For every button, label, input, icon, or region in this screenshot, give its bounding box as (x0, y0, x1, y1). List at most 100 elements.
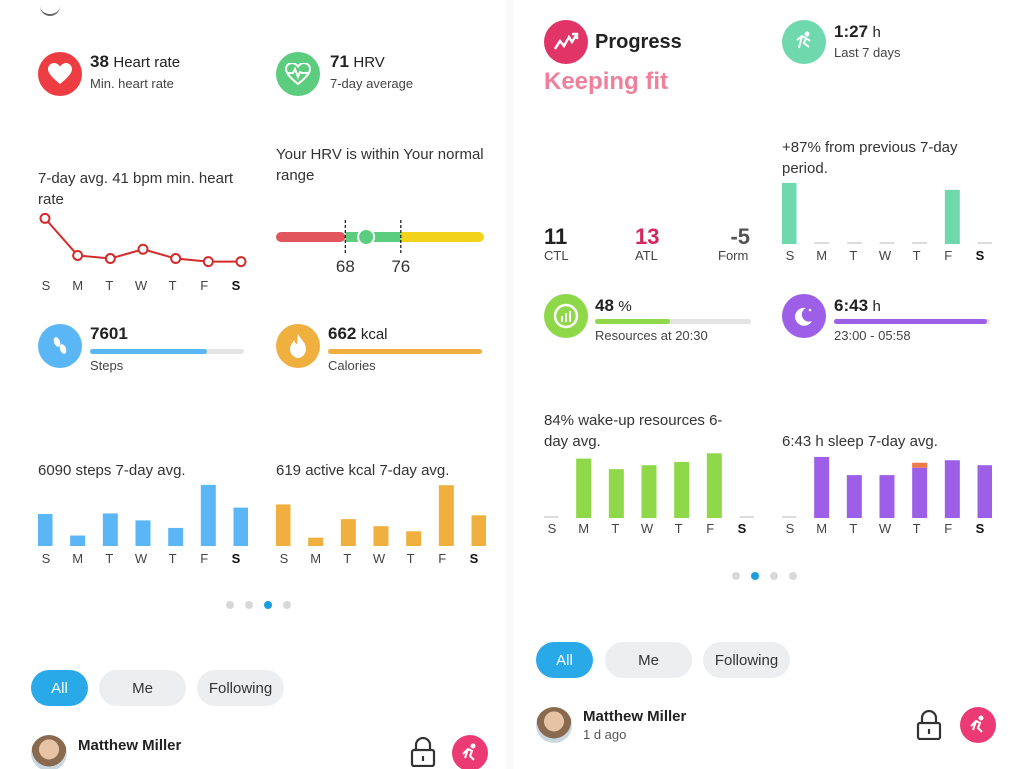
hrv-low-segment (276, 232, 346, 242)
progress-title[interactable]: Progress (595, 31, 682, 53)
atl-label: ATL (635, 248, 658, 263)
user-name[interactable]: Matthew Miller (583, 708, 687, 725)
day-label: F (944, 248, 953, 263)
hr-point (39, 212, 51, 224)
hrv-widget[interactable]: 71 HRV (330, 52, 385, 72)
hrv-label: HRV (353, 54, 385, 71)
heart-icon (38, 52, 82, 96)
bar (674, 461, 690, 518)
bar (608, 469, 624, 518)
bar-segment (912, 462, 928, 468)
bar (233, 507, 248, 546)
activity-type-icon[interactable] (960, 707, 996, 743)
sleep-bar-chart[interactable] (782, 450, 992, 518)
day-label: S (279, 551, 289, 566)
footprints-icon (38, 324, 82, 368)
steps-progress-fill (90, 349, 208, 354)
sleep-sub: 23:00 - 05:58 (834, 328, 911, 343)
bar (576, 458, 592, 518)
day-label: T (674, 521, 683, 536)
day-label: M (72, 551, 84, 566)
training-status-icon (544, 20, 588, 64)
lock-icon (410, 737, 436, 767)
day-label: S (231, 278, 241, 293)
steps-progress-bar (90, 349, 244, 354)
kcal-chart-title: 619 active kcal 7-day avg. (276, 462, 450, 479)
training-status: Keeping fit (544, 68, 668, 95)
bar (340, 519, 356, 546)
sleep-progress-fill (834, 319, 987, 324)
hr-point (72, 249, 84, 261)
day-label: F (438, 551, 447, 566)
day-label: M (816, 521, 828, 536)
sleep-widget[interactable]: 6:43 h (834, 296, 881, 316)
hr-point (235, 256, 247, 268)
bar (168, 527, 184, 546)
filter-me-button[interactable]: Me (99, 670, 186, 706)
page-dot[interactable] (283, 601, 291, 609)
page-dot[interactable] (789, 572, 797, 580)
bar (641, 465, 657, 518)
resources-progress-bar (595, 319, 751, 324)
filter-all-button[interactable]: All (31, 670, 88, 706)
resources-widget[interactable]: 48 % (595, 296, 632, 316)
form-value: -5 (730, 224, 750, 249)
day-label: T (611, 521, 620, 536)
filter-following-button[interactable]: Following (703, 642, 790, 678)
bar (814, 456, 830, 518)
page-dot[interactable] (226, 601, 234, 609)
activity-widget[interactable]: 1:27 h (834, 22, 881, 42)
hr-line-chart[interactable] (38, 200, 248, 280)
calories-label: Calories (328, 358, 376, 373)
bar (879, 475, 895, 518)
sleep-progress-bar (834, 319, 990, 324)
day-label: F (200, 278, 209, 293)
bar (944, 189, 960, 244)
hrv-range-title: Your HRV is within Your normal range (276, 146, 484, 184)
day-label: M (310, 551, 322, 566)
user-name[interactable]: Matthew Miller (78, 737, 182, 754)
page-dot[interactable] (245, 601, 253, 609)
activity-type-icon[interactable] (452, 735, 488, 769)
bar (706, 453, 722, 518)
avatar[interactable] (536, 707, 572, 743)
resources-chart-title: 84% wake-up resources 6-day avg. (544, 412, 723, 450)
resources-bar-chart[interactable] (544, 450, 754, 518)
calories-widget[interactable]: 662 kcal (328, 324, 388, 344)
page-dot[interactable] (751, 572, 759, 580)
page-indicator[interactable] (226, 601, 291, 609)
day-label: W (878, 248, 892, 263)
hrv-range-gauge[interactable]: 68 76 (276, 218, 484, 278)
bar (276, 504, 291, 546)
activity-chart-title: +87% from previous 7-day period. (782, 139, 958, 177)
page-indicator[interactable] (732, 572, 797, 580)
heart-rate-sub: Min. heart rate (90, 76, 174, 91)
steps-label: Steps (90, 358, 124, 373)
page-dot[interactable] (732, 572, 740, 580)
calories-unit: kcal (360, 326, 388, 343)
resources-unit: % (618, 298, 632, 315)
day-label: W (134, 278, 148, 293)
heart-rate-widget[interactable]: 38 Heart rate (90, 52, 180, 72)
heart-rate-label: Heart rate (113, 54, 181, 71)
day-label: F (200, 551, 209, 566)
bar (308, 537, 324, 546)
page-dot[interactable] (770, 572, 778, 580)
page-dot[interactable] (264, 601, 272, 609)
hr-point (104, 253, 116, 265)
steps-bar-chart[interactable] (38, 480, 248, 546)
day-label: S (231, 551, 241, 566)
bar (70, 535, 86, 546)
filter-following-button[interactable]: Following (197, 670, 284, 706)
hrv-value: 71 (330, 52, 349, 71)
filter-me-button[interactable]: Me (605, 642, 692, 678)
day-label: M (578, 521, 590, 536)
avatar[interactable] (31, 735, 67, 769)
filter-all-button[interactable]: All (536, 642, 593, 678)
day-label: F (706, 521, 715, 536)
kcal-bar-chart[interactable] (276, 480, 486, 546)
activity-bar-chart[interactable] (782, 178, 992, 244)
resources-progress-fill (595, 319, 670, 324)
